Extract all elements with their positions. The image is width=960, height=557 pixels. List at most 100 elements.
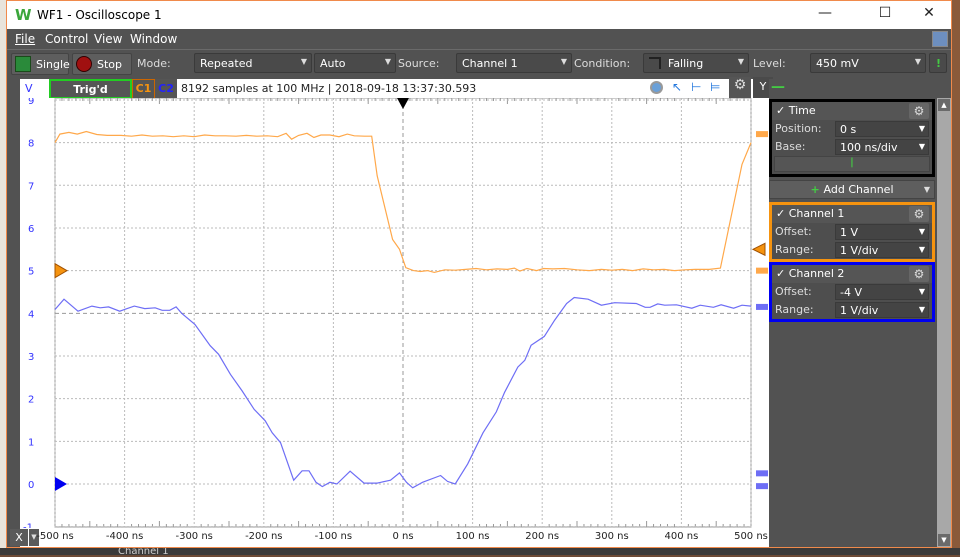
checkmark-icon[interactable]: ✓ — [776, 267, 789, 280]
scroll-up-icon[interactable]: ▲ — [938, 99, 950, 111]
range-label: Range: — [775, 243, 814, 256]
x-tick-label: -500 ns — [36, 531, 74, 542]
level-histogram-marker — [756, 131, 768, 138]
source-label: Source: — [398, 57, 440, 70]
menu-view[interactable]: View — [94, 32, 123, 46]
y-tick-label: -1 — [23, 523, 33, 528]
chevron-down-icon: ▼ — [923, 185, 930, 194]
instrument-panel: — ✓ Time ⚙ Position: 0 s ▼ Base: 100 ns/div ▼… — [769, 79, 937, 547]
checkmark-icon[interactable]: ✓ — [776, 104, 789, 117]
trigger-status: Trig'd — [49, 79, 132, 99]
menu-file[interactable]: File — [15, 32, 36, 46]
channel2-header: ✓ Channel 2 ⚙ — [772, 265, 932, 283]
plus-icon: + — [810, 183, 824, 196]
x-tick-label: 400 ns — [664, 531, 699, 542]
stop-label: Stop — [97, 58, 123, 71]
level-input[interactable]: 450 mV ▼ — [810, 53, 926, 73]
channel1-section: ✓ Channel 1 ⚙ Offset: 1 V ▼ Range: 1 V/div ▼ — [769, 202, 935, 262]
time-header: ✓ Time ⚙ — [772, 102, 932, 120]
scroll-down-icon[interactable]: ▼ — [938, 534, 950, 546]
channel2-offset-input[interactable]: -4 V ▼ — [835, 284, 929, 300]
channel1-header: ✓ Channel 1 ⚙ — [772, 205, 932, 223]
menu-control[interactable]: Control — [45, 32, 89, 46]
mode-dropdown[interactable]: Repeated ▼ — [194, 53, 312, 73]
channel1-offset-value: 1 V — [840, 226, 859, 239]
zoom-icon[interactable] — [650, 81, 663, 94]
x-tick-label: -100 ns — [314, 531, 353, 542]
auto-dropdown[interactable]: Auto ▼ — [314, 53, 396, 73]
chevron-down-icon: ▼ — [918, 227, 925, 236]
x-axis-dropdown-icon[interactable]: ▼ — [29, 529, 39, 546]
source-value: Channel 1 — [462, 57, 518, 70]
x-tick-label: 0 ns — [392, 531, 414, 542]
desktop-background — [952, 0, 960, 555]
minimize-button[interactable]: — — [818, 5, 832, 21]
waveforms-logo-icon: W — [15, 6, 32, 24]
condition-dropdown[interactable]: Falling ▼ — [643, 53, 749, 73]
window-title: WF1 - Oscilloscope 1 — [37, 8, 162, 22]
x-tick-label: -200 ns — [245, 531, 283, 542]
plot-header: V Trig'd C1 C2 8192 samples at 100 MHz |… — [20, 77, 773, 99]
chevron-down-icon: ▼ — [300, 57, 307, 66]
channel2-trace — [54, 296, 752, 489]
channel2-offset-value: -4 V — [840, 286, 862, 299]
panel-scrollbar[interactable]: ▲ ▼ — [937, 98, 951, 547]
gear-icon[interactable]: ⚙ — [909, 103, 929, 119]
channel2-section: ✓ Channel 2 ⚙ Offset: -4 V ▼ Range: 1 V/div ▼ — [769, 262, 935, 322]
menu-bar: File Control View Window — [7, 29, 951, 50]
y-tick-label: 0 — [28, 480, 34, 491]
x-axis-button[interactable]: X — [10, 529, 28, 546]
cursor-icon[interactable]: ↖ — [672, 80, 683, 94]
time-base-input[interactable]: 100 ns/div ▼ — [835, 139, 929, 155]
time-slider[interactable]: | — [774, 156, 930, 172]
range-label: Range: — [775, 303, 814, 316]
channel1-toggle[interactable]: C1 — [132, 79, 155, 99]
add-channel-label: Add Channel — [823, 183, 894, 196]
gear-icon[interactable]: ⚙ — [729, 77, 751, 99]
y-axis-button[interactable]: Y — [753, 77, 773, 99]
oscilloscope-plot[interactable]: -1 0 1 2 3 4 5 6 7 8 9 — [20, 98, 770, 528]
background-text: Channel 1 — [118, 546, 169, 557]
stop-icon — [76, 56, 92, 72]
chevron-down-icon: ▼ — [914, 57, 921, 66]
trigger-indicator-button[interactable]: ! — [929, 53, 947, 73]
single-button[interactable]: Single — [11, 53, 70, 75]
menu-window[interactable]: Window — [130, 32, 178, 46]
checkmark-icon[interactable]: ✓ — [776, 207, 789, 220]
position-label: Position: — [775, 122, 822, 135]
level-histogram-marker — [756, 470, 768, 477]
y-tick-label: 3 — [28, 352, 34, 363]
measure-icon[interactable]: ⊢ — [691, 80, 702, 94]
channel1-range-input[interactable]: 1 V/div ▼ — [835, 242, 929, 258]
x-tick-label: -300 ns — [175, 531, 213, 542]
single-label: Single — [36, 58, 70, 71]
gear-icon[interactable]: ⚙ — [909, 266, 929, 282]
level-histogram-marker — [756, 267, 768, 274]
time-base-value: 100 ns/div — [840, 141, 898, 154]
collapse-panel-icon[interactable]: — — [771, 79, 785, 95]
restore-windows-icon[interactable] — [932, 31, 948, 47]
x-tick-label: 300 ns — [594, 531, 629, 542]
channel2-toggle[interactable]: C2 — [155, 79, 177, 99]
level-histogram-marker — [756, 483, 768, 490]
gear-icon[interactable]: ⚙ — [909, 206, 929, 222]
condition-label: Condition: — [574, 57, 631, 70]
trigger-level-marker-icon — [751, 242, 766, 257]
stop-button[interactable]: Stop — [72, 53, 132, 75]
channel1-offset-marker-icon — [54, 262, 68, 279]
y-unit-label: V — [25, 82, 33, 95]
y-tick-label: 2 — [28, 395, 34, 406]
measure-multi-icon[interactable]: ⊨ — [710, 80, 721, 94]
maximize-button[interactable]: ☐ — [878, 5, 892, 21]
source-dropdown[interactable]: Channel 1 ▼ — [456, 53, 572, 73]
time-position-input[interactable]: 0 s ▼ — [835, 121, 929, 137]
channel2-range-input[interactable]: 1 V/div ▼ — [835, 302, 929, 318]
time-section: ✓ Time ⚙ Position: 0 s ▼ Base: 100 ns/div ▼ | — [769, 99, 935, 177]
acquisition-info: 8192 samples at 100 MHz | 2018-09-18 13:… — [181, 82, 477, 95]
add-channel-button[interactable]: + Add Channel ▼ — [769, 180, 935, 199]
chevron-down-icon: ▼ — [918, 305, 925, 314]
close-button[interactable]: ✕ — [923, 5, 935, 21]
base-label: Base: — [775, 140, 806, 153]
chevron-down-icon: ▼ — [737, 57, 744, 66]
channel1-offset-input[interactable]: 1 V ▼ — [835, 224, 929, 240]
